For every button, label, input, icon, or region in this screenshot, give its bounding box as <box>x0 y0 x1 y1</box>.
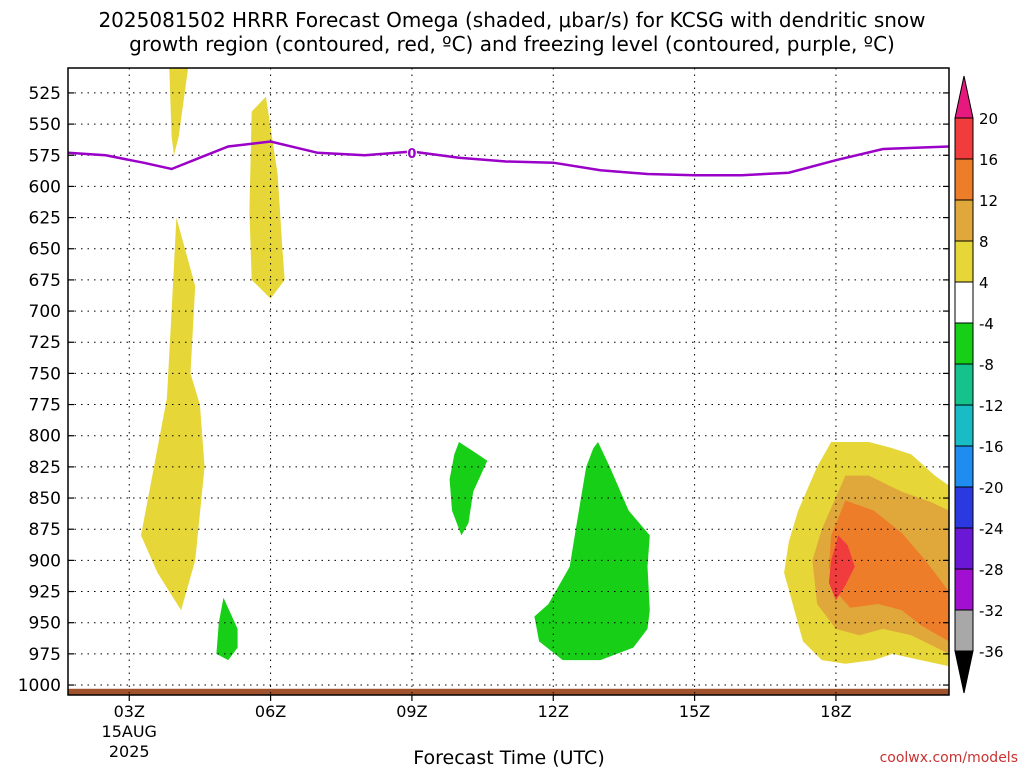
colorbar-bin-10 <box>954 486 974 529</box>
colorbar-label-5: -4 <box>979 315 994 333</box>
plot-frame <box>67 67 950 696</box>
watermark: coolwx.com/models <box>879 750 1018 766</box>
ground-strip <box>68 688 949 695</box>
omega-region-0 <box>169 68 189 156</box>
colorbar-bin-5 <box>954 281 974 324</box>
y-tick-label-825: 825 <box>29 458 61 478</box>
omega-region-2 <box>141 217 205 611</box>
title-line-1: 2025081502 HRRR Forecast Omega (shaded, … <box>98 8 926 32</box>
colorbar-label-12: -32 <box>979 602 1004 620</box>
x-tick-sublabel-0: 15AUG <box>102 722 157 741</box>
colorbar: 20 16 12 8 4 -4 -8 -12 -16 -20 -24 -28 -32 -36 <box>954 75 1004 694</box>
colorbar-bin-4 <box>954 240 974 283</box>
colorbar-top-triangle <box>954 75 974 119</box>
x-tick-sublabel-1: 2025 <box>109 742 150 761</box>
colorbar-label-9: -20 <box>979 479 1004 497</box>
y-tick-label-850: 850 <box>29 489 61 509</box>
y-tick-label-800: 800 <box>29 427 61 447</box>
colorbar-bin-13 <box>954 609 974 652</box>
colorbar-label-11: -28 <box>979 561 1004 579</box>
y-tick-label-675: 675 <box>29 271 61 291</box>
omega-region-3 <box>216 597 238 661</box>
colorbar-bin-8 <box>954 404 974 447</box>
y-tick-label-975: 975 <box>29 645 61 665</box>
x-tick-label-09Z: 09Z <box>396 702 427 721</box>
omega-region-9 <box>828 535 855 601</box>
omega-region-5 <box>534 442 650 661</box>
colorbar-label-10: -24 <box>979 520 1004 538</box>
y-tick-label-575: 575 <box>29 146 61 166</box>
colorbar-label-3: 8 <box>979 233 989 251</box>
colorbar-label-7: -12 <box>979 397 1004 415</box>
colorbar-bin-7 <box>954 363 974 406</box>
plot-grid <box>68 68 949 695</box>
x-tick-label-15Z: 15Z <box>679 702 710 721</box>
y-tick-label-625: 625 <box>29 209 61 229</box>
y-tick-label-875: 875 <box>29 520 61 540</box>
colorbar-bin-6 <box>954 322 974 365</box>
colorbar-bin-1 <box>954 117 974 160</box>
colorbar-label-13: -36 <box>979 643 1004 661</box>
x-tick-label-18Z: 18Z <box>820 702 851 721</box>
y-tick-label-950: 950 <box>29 614 61 634</box>
y-tick-label-1000: 1000 <box>18 676 61 696</box>
colorbar-bin-11 <box>954 527 974 570</box>
colorbar-label-6: -8 <box>979 356 994 374</box>
omega-region-1 <box>249 96 285 299</box>
title-line-2: growth region (contoured, red, ºC) and f… <box>129 32 895 56</box>
y-tick-label-900: 900 <box>29 551 61 571</box>
omega-shaded-regions <box>141 68 949 667</box>
freezing-level-line <box>67 140 950 177</box>
freezing-level-contour: 0 <box>67 140 950 177</box>
y-tick-label-525: 525 <box>29 84 61 104</box>
y-tick-label-650: 650 <box>29 240 61 260</box>
y-tick-label-700: 700 <box>29 302 61 322</box>
ground-terrain <box>68 688 949 695</box>
y-tick-label-775: 775 <box>29 396 61 416</box>
colorbar-label-4: 4 <box>979 274 989 292</box>
y-tick-label-550: 550 <box>29 115 61 135</box>
freezing-level-label: 0 <box>407 147 416 162</box>
y-axis-pressure: 525 550 575 600 625 650 675 700 725 750 775 800 825 8… <box>18 84 949 696</box>
colorbar-bin-3 <box>954 199 974 242</box>
x-tick-label-12Z: 12Z <box>538 702 569 721</box>
x-tick-label-06Z: 06Z <box>255 702 286 721</box>
omega-region-8 <box>828 500 949 642</box>
y-tick-label-725: 725 <box>29 333 61 353</box>
colorbar-bin-12 <box>954 568 974 611</box>
y-tick-label-925: 925 <box>29 583 61 603</box>
x-tick-label-03Z: 03Z <box>114 702 145 721</box>
colorbar-bottom-triangle <box>954 650 974 694</box>
y-tick-label-750: 750 <box>29 364 61 384</box>
colorbar-bin-2 <box>954 158 974 201</box>
colorbar-label-1: 16 <box>979 151 998 169</box>
chart-title: 2025081502 HRRR Forecast Omega (shaded, … <box>0 8 1024 56</box>
colorbar-label-2: 12 <box>979 192 998 210</box>
colorbar-label-0: 20 <box>979 110 998 128</box>
colorbar-label-8: -16 <box>979 438 1004 456</box>
x-axis-label: Forecast Time (UTC) <box>413 747 604 768</box>
freezing-label-bg <box>406 144 417 160</box>
colorbar-bin-9 <box>954 445 974 488</box>
omega-region-4 <box>449 442 488 536</box>
y-tick-label-600: 600 <box>29 177 61 197</box>
